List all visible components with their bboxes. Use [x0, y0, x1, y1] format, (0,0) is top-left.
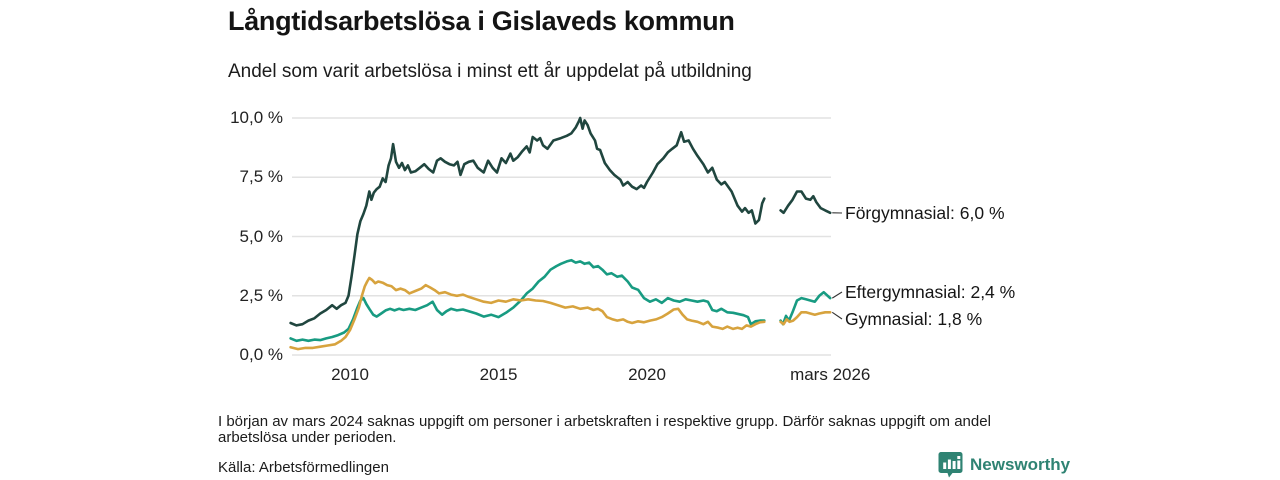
series-line-förgymnasial-seg1	[779, 190, 832, 215]
y-tick-25: 2,5 %	[239, 285, 283, 305]
chart-subtitle: Andel som varit arbetslösa i minst ett å…	[228, 61, 752, 82]
y-tick-50: 5,0 %	[239, 226, 283, 246]
newsworthy-logo-icon	[938, 451, 963, 478]
line-chart-plot-area	[289, 116, 843, 356]
x-tick-2010: 2010	[331, 365, 369, 384]
newsworthy-wordmark: Newsworthy	[970, 454, 1071, 474]
x-tick-2020: 2020	[628, 365, 666, 384]
series-line-eftergymnasial-seg1	[779, 290, 832, 326]
series-line-gymnasial-seg0	[289, 276, 766, 351]
y-tick-75: 7,5 %	[239, 167, 283, 187]
label-connector-gymnasial	[831, 311, 843, 320]
series-label-forgymnasial: Förgymnasial: 6,0 %	[845, 203, 1005, 223]
series-label-gymnasial: Gymnasial: 1,8 %	[845, 309, 983, 329]
newsworthy-branding: Newsworthy	[938, 451, 1070, 478]
series-line-gymnasial-seg1	[779, 311, 832, 326]
y-tick-00: 0,0 %	[239, 345, 283, 364]
chart-title: Långtidsarbetslösa i Gislaveds kommun	[228, 6, 735, 36]
footnote: I början av mars 2024 saknas uppgift om …	[218, 413, 991, 446]
label-connector-eftergymnasial	[831, 291, 843, 299]
source-attribution: Källa: Arbetsförmedlingen	[218, 459, 389, 476]
x-tick-mars-2026: mars 2026	[790, 365, 871, 384]
series-line-eftergymnasial-seg0	[289, 258, 766, 343]
y-tick-100: 10,0 %	[230, 108, 283, 127]
series-line-förgymnasial-seg0	[289, 116, 766, 327]
series-label-eftergymnasial: Eftergymnasial: 2,4 %	[845, 282, 1016, 302]
x-tick-2015: 2015	[479, 365, 518, 384]
